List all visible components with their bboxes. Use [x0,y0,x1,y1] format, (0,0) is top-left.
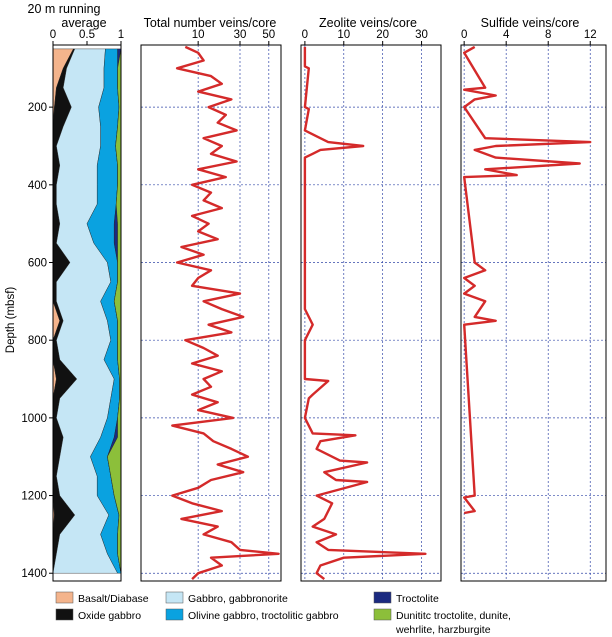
x-tick-label: 30 [415,29,428,41]
legend-label: Basalt/Diabase [78,593,149,605]
panel-1-title-line-1: 20 m running [28,2,101,16]
x-tick-label: 1 [118,29,124,41]
x-tick-label: 0.5 [79,29,95,41]
legend-label: Oxide gabbro [78,610,141,622]
legend-swatch [373,591,392,604]
x-tick-label: 0 [302,29,308,41]
panel-3-title: Zeolite veins/core [319,16,417,30]
legend-label-line-2: wehrlite, harzburgite [395,624,491,636]
series-line [171,45,280,580]
legend-swatch [55,591,74,604]
legend-swatch [55,608,74,621]
y-tick-label: 600 [28,258,47,270]
vein-panel-2: 0 10 20 30 [300,29,442,582]
x-tick-label: 10 [192,29,205,41]
series-line [463,45,592,515]
legend-label: Gabbro, gabbronorite [188,593,288,605]
x-tick-label: 50 [262,29,275,41]
y-tick-label: 800 [28,335,47,347]
x-tick-label: 8 [545,29,551,41]
x-tick-label: 30 [234,29,247,41]
y-tick-label: 200 [28,102,47,114]
panel-2-title: Total number veins/core [144,16,277,30]
panel-4-title: Sulfide veins/core [481,16,580,30]
legend-swatch [165,608,184,621]
x-tick-label: 0 [50,29,56,41]
legend-label: Olivine gabbro, troctolitic gabbro [188,610,339,622]
series-line [303,46,427,581]
x-tick-label: 20 [376,29,389,41]
panel-frame [460,44,607,582]
legend-label: Dunititc troctolite, dunite, [396,610,511,622]
panel-frame [140,44,282,582]
y-tick-label: 1000 [21,413,47,425]
legend-swatch [165,591,184,604]
panel-frame [300,44,442,582]
vein-panel-3: 0 4 8 12 [460,29,607,582]
x-tick-label: 10 [337,29,350,41]
y-axis-label: Depth (mbsf) [5,287,17,354]
legend-label: Troctolite [396,593,439,605]
x-tick-label: 4 [503,29,510,41]
x-tick-label: 12 [584,29,597,41]
y-tick-label: 1400 [21,568,47,580]
legend-swatch [373,608,392,621]
panel-1-title-line-2: average [61,16,106,30]
y-tick-label: 1200 [21,491,47,503]
vein-panel-1: 10 30 50 [140,29,282,582]
x-tick-label: 0 [461,29,467,41]
y-tick-label: 400 [28,180,47,192]
